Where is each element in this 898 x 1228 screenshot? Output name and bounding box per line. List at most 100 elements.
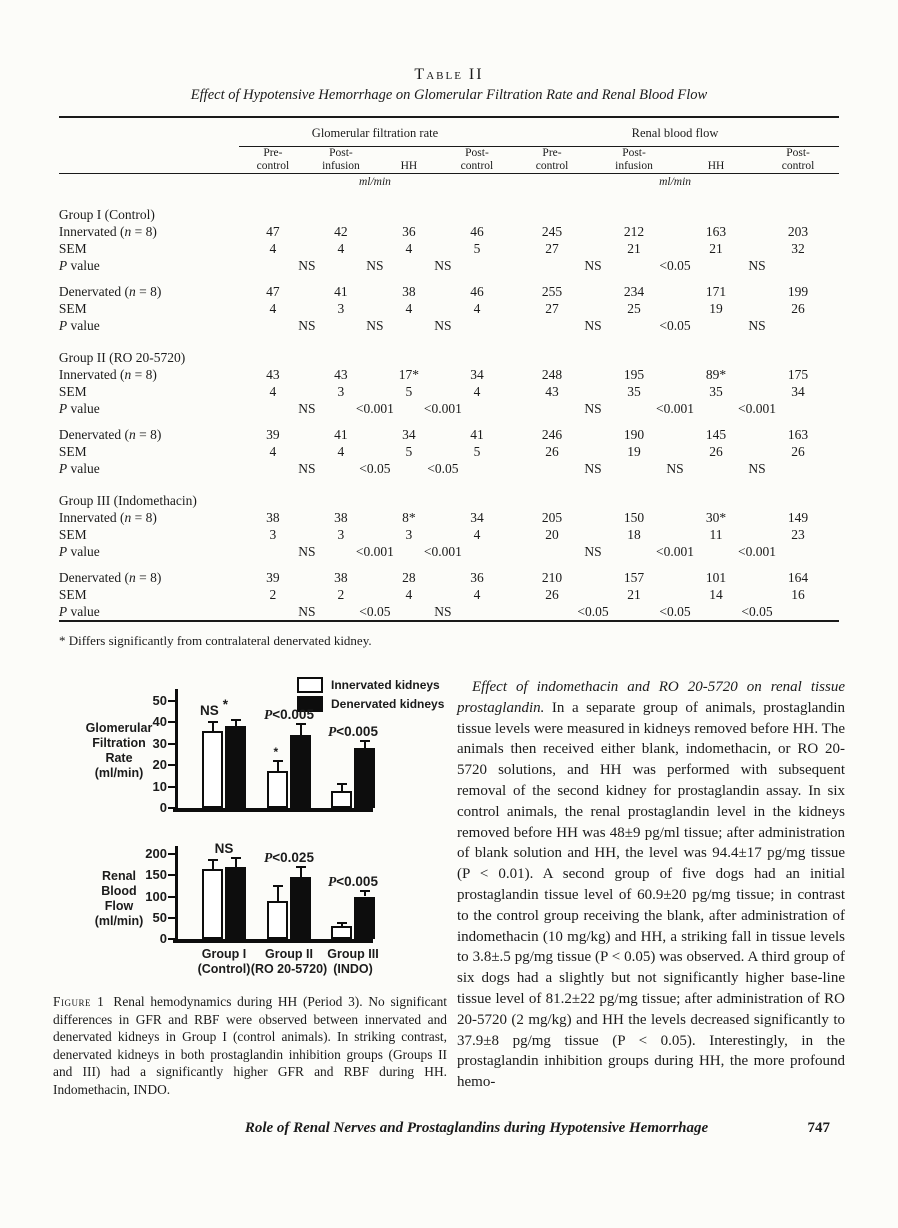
row-label: P value bbox=[58, 544, 100, 559]
value-cell: 38 bbox=[334, 570, 348, 585]
spacer-cell bbox=[798, 400, 839, 417]
value-cell: 26 bbox=[545, 587, 559, 602]
value-cell: 101 bbox=[705, 570, 727, 585]
spacer-row bbox=[59, 560, 839, 569]
value-cell: 25 bbox=[627, 301, 641, 316]
p-value-cell: <0.001 bbox=[355, 544, 394, 559]
innervated-bar bbox=[331, 790, 352, 808]
error-bar bbox=[234, 719, 237, 727]
results-table: Glomerular filtration rate Renal blood fl… bbox=[58, 116, 840, 622]
corner-cell bbox=[59, 117, 239, 147]
innervated-bar bbox=[267, 901, 288, 939]
significance-asterisk: * bbox=[273, 744, 279, 759]
p-value-cell: <0.05 bbox=[427, 461, 459, 476]
value-cell: 164 bbox=[787, 570, 809, 585]
ytick-label: 20 bbox=[152, 757, 167, 772]
data-row: Denervated (n = 8) 39 41 34 41 246 190 145 163 bbox=[59, 426, 839, 443]
p-value-cell: <0.001 bbox=[738, 544, 777, 559]
value-cell: 175 bbox=[787, 367, 809, 382]
value-cell: 38 bbox=[334, 510, 348, 525]
value-cell: 18 bbox=[627, 527, 641, 542]
x-category-label: Group I (Control) bbox=[197, 947, 251, 976]
value-cell: 36 bbox=[402, 224, 416, 239]
value-cell: 11 bbox=[709, 527, 723, 542]
spacer-cell bbox=[477, 603, 552, 621]
p-value-cell: <0.05 bbox=[359, 461, 391, 476]
value-cell: 4 bbox=[473, 301, 481, 316]
spacer-cell bbox=[798, 543, 839, 560]
value-cell: 41 bbox=[334, 427, 348, 442]
ytick-label: 0 bbox=[159, 800, 167, 815]
value-cell: 26 bbox=[545, 444, 559, 459]
value-cell: 34 bbox=[470, 510, 484, 525]
p-value-cell: <0.05 bbox=[659, 258, 691, 273]
table-head: Glomerular filtration rate Renal blood fl… bbox=[59, 117, 840, 174]
ytick-label: 50 bbox=[152, 909, 167, 925]
p-value-cell: NS bbox=[748, 461, 766, 476]
p-value-annotation: P<0.005 bbox=[328, 724, 378, 740]
row-label: SEM bbox=[58, 241, 87, 256]
denervated-bar bbox=[290, 877, 311, 939]
p-value-cell: <0.001 bbox=[423, 544, 462, 559]
units-label: ml/min bbox=[358, 176, 391, 188]
row-label: P value bbox=[58, 258, 100, 273]
data-row: SEM 4 4 5 5 26 19 26 26 bbox=[59, 443, 839, 460]
p-value-cell: <0.05 bbox=[577, 604, 609, 619]
spacer-cell bbox=[798, 317, 839, 334]
value-cell: 27 bbox=[545, 301, 559, 316]
row-label: SEM bbox=[58, 301, 87, 316]
value-cell: 19 bbox=[709, 301, 723, 316]
value-cell: 35 bbox=[709, 384, 723, 399]
column-header: Post-infusion bbox=[615, 147, 653, 172]
data-row: Denervated (n = 8) 47 41 38 46 255 234 171 199 bbox=[59, 283, 839, 300]
legend-item: Innervated kidneys bbox=[297, 677, 440, 693]
page-number: 747 bbox=[807, 1120, 831, 1136]
p-value-cell: NS bbox=[434, 604, 452, 619]
spacer-cell bbox=[239, 603, 273, 621]
spacer-cell bbox=[239, 257, 273, 274]
value-cell: 16 bbox=[791, 587, 805, 602]
value-cell: 47 bbox=[266, 224, 280, 239]
row-label: Innervated (n = 8) bbox=[58, 510, 157, 525]
denervated-bar bbox=[354, 747, 375, 808]
p-value-cell: <0.001 bbox=[423, 401, 462, 416]
innervated-bar bbox=[267, 771, 288, 808]
value-cell: 41 bbox=[334, 284, 348, 299]
value-cell: 8* bbox=[402, 510, 416, 525]
p-value-cell: <0.001 bbox=[355, 401, 394, 416]
value-cell: 21 bbox=[627, 587, 641, 602]
row-label: SEM bbox=[58, 384, 87, 399]
row-label: P value bbox=[58, 401, 100, 416]
spacer-cell bbox=[477, 460, 552, 477]
p-value-row: P value NS NS NS NS <0.05 NS bbox=[59, 257, 839, 274]
value-cell: 3 bbox=[269, 527, 277, 542]
error-bar-cap bbox=[207, 721, 218, 723]
value-cell: 5 bbox=[405, 384, 413, 399]
value-cell: 3 bbox=[337, 301, 345, 316]
spacer-row bbox=[59, 334, 839, 349]
error-bar-cap bbox=[336, 921, 347, 924]
column-header: Post-infusion bbox=[322, 147, 360, 172]
innervated-swatch bbox=[297, 677, 323, 693]
value-cell: 212 bbox=[623, 224, 645, 239]
p-value-cell: <0.05 bbox=[659, 318, 691, 333]
value-cell: 41 bbox=[470, 427, 484, 442]
error-bar bbox=[363, 741, 366, 748]
column-header: HH bbox=[707, 160, 725, 172]
group-heading-row: Group I (Control) bbox=[59, 206, 839, 223]
tick-mark bbox=[168, 938, 175, 940]
error-bar-cap bbox=[359, 740, 370, 743]
legend-item: Denervated kidneys bbox=[297, 696, 444, 712]
spacer-cell bbox=[798, 603, 839, 621]
p-value-cell: <0.001 bbox=[656, 401, 695, 416]
value-cell: 4 bbox=[269, 384, 277, 399]
p-value-cell: NS bbox=[298, 401, 316, 416]
data-row: SEM 4 3 4 4 27 25 19 26 bbox=[59, 300, 839, 317]
tick-mark bbox=[168, 916, 175, 919]
error-bar bbox=[299, 724, 302, 735]
denervated-bar bbox=[225, 726, 246, 808]
value-cell: 21 bbox=[627, 241, 641, 256]
p-value-row: P value NS <0.05 NS <0.05 <0.05 <0.05 bbox=[59, 603, 839, 621]
column-header: Pre-control bbox=[256, 147, 290, 172]
